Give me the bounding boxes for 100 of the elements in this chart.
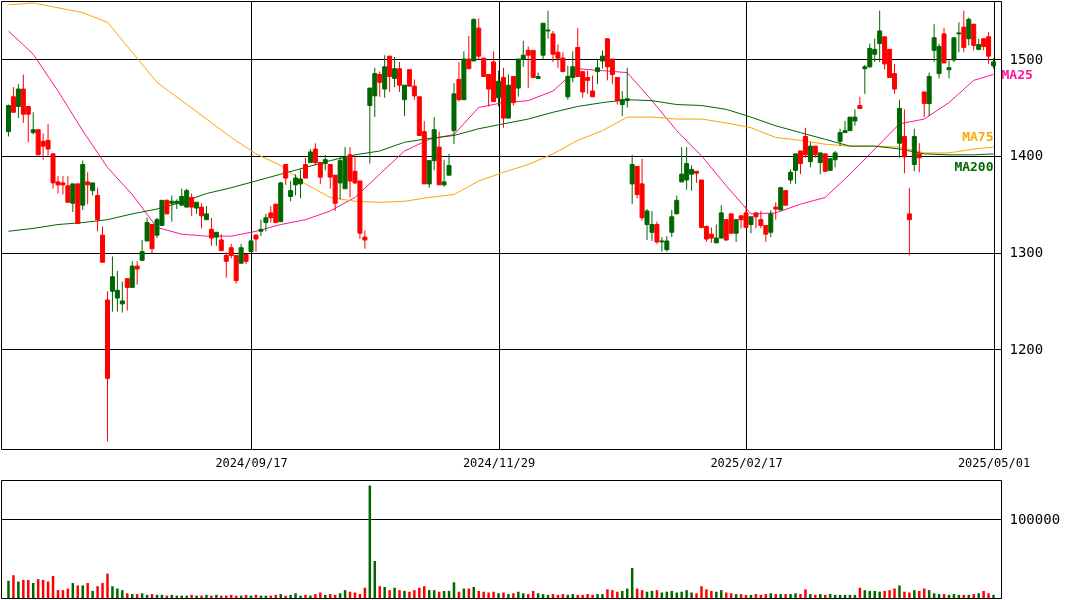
bar (581, 594, 584, 598)
candlestick (253, 233, 259, 253)
bar (685, 590, 688, 598)
bar (289, 594, 292, 598)
bar (378, 586, 381, 598)
candlestick (877, 10, 883, 63)
series-label: MA75 (962, 129, 994, 145)
x-tick-label: 2025/02/17 (710, 455, 783, 470)
bar (284, 595, 287, 598)
bar (388, 590, 391, 598)
candlestick (208, 217, 214, 247)
bar (398, 590, 401, 598)
bar (913, 590, 916, 598)
bar (12, 575, 15, 598)
candlestick (832, 150, 838, 168)
bar (621, 590, 624, 598)
bar (794, 593, 797, 598)
candlestick (124, 278, 130, 312)
candlestick (961, 10, 967, 53)
candlestick (129, 260, 135, 288)
candlestick (669, 209, 675, 238)
bar (888, 590, 891, 598)
bar (992, 594, 995, 598)
bar (101, 583, 104, 598)
candlestick (70, 183, 76, 213)
candlestick (659, 236, 665, 253)
bar (408, 591, 411, 598)
x-tick-label: 2024/11/29 (462, 455, 536, 470)
bar (81, 585, 84, 598)
bar (972, 594, 975, 598)
candlestick (189, 193, 195, 217)
bar (215, 594, 218, 598)
candlestick (283, 164, 289, 186)
candlestick (590, 75, 596, 98)
candlestick (302, 157, 308, 179)
x-tick-label: 2025/05/01 (957, 455, 1031, 470)
candlestick (971, 23, 977, 51)
bar (814, 594, 817, 598)
bar (878, 591, 881, 598)
candlestick (679, 146, 685, 183)
bar (586, 594, 589, 598)
bar (418, 587, 421, 598)
series-label: MA25 (1001, 66, 1033, 82)
bar (502, 592, 505, 598)
bar (522, 593, 525, 598)
candlestick (169, 194, 175, 223)
candlestick (916, 142, 922, 173)
bar (883, 590, 886, 598)
bar (918, 590, 921, 598)
bar (492, 591, 495, 598)
bar (210, 595, 213, 598)
bar (86, 583, 89, 598)
candlestick (238, 243, 244, 264)
candlestick (392, 56, 398, 88)
candlestick (901, 108, 907, 174)
bar (7, 580, 10, 598)
candlestick (397, 61, 403, 93)
candlestick (10, 86, 16, 113)
bar (774, 594, 777, 598)
candlestick (288, 180, 294, 202)
y-tick-label: 1500 (1009, 50, 1044, 67)
candlestick (466, 35, 472, 70)
line-series (7, 30, 995, 237)
candlestick (857, 96, 863, 109)
bar (96, 586, 99, 598)
candlestick (30, 111, 36, 136)
bar (779, 594, 782, 598)
candlestick (595, 58, 601, 85)
bar (185, 595, 188, 598)
candlestick (654, 221, 660, 245)
bar (225, 595, 228, 598)
candlestick (565, 65, 571, 101)
bar (294, 593, 297, 598)
candlestick (768, 209, 774, 238)
bar (121, 590, 124, 598)
bar (200, 595, 203, 598)
bar (299, 595, 302, 598)
bar (482, 591, 485, 598)
candlestick (535, 72, 541, 79)
bar (715, 591, 718, 598)
bar (91, 590, 94, 598)
bar (987, 593, 990, 598)
y-tick-label: 1300 (1009, 244, 1044, 261)
candlestick (748, 216, 754, 234)
bar (309, 595, 312, 598)
y-tick-label: 1200 (1009, 340, 1044, 357)
bar (512, 593, 515, 598)
bar (977, 593, 980, 598)
bar (576, 594, 579, 598)
bar (403, 590, 406, 598)
bar (195, 595, 198, 598)
bar (279, 594, 282, 598)
bar (908, 592, 911, 598)
bar (106, 573, 109, 598)
bar (873, 590, 876, 598)
candlestick (114, 270, 120, 313)
bar (507, 594, 510, 598)
candlestick (807, 141, 813, 168)
bar (606, 589, 609, 598)
y-tick-label: 100000 (1009, 510, 1061, 527)
